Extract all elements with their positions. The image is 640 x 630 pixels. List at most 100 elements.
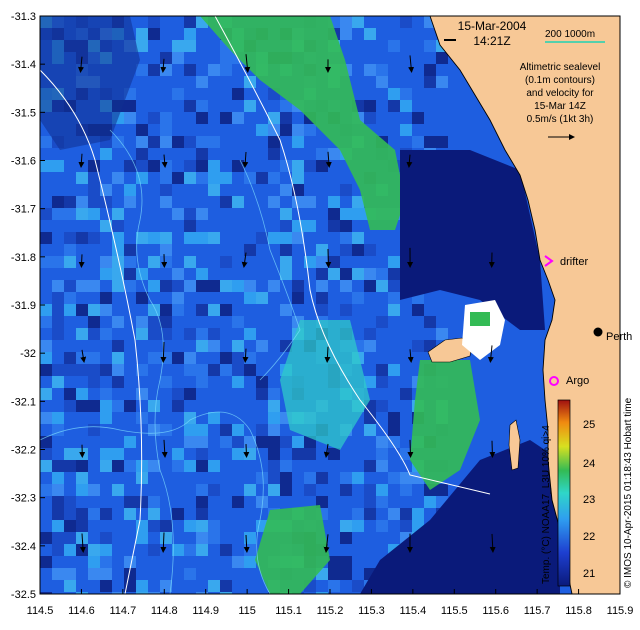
sst-pixel [64,292,76,304]
sst-pixel [328,148,340,160]
sst-pixel [388,364,400,376]
sst-pixel [160,64,172,76]
sst-pixel [316,592,328,594]
sst-pixel [232,100,244,112]
sst-pixel [148,316,160,328]
sst-pixel [124,256,136,268]
sst-pixel [112,472,124,484]
velocity-arrow [406,154,413,168]
sst-pixel [112,196,124,208]
sst-pixel [376,460,388,472]
sst-pixel [292,196,304,208]
cyan-core [280,320,370,450]
sst-pixel [280,268,292,280]
sst-pixel [328,568,340,580]
sst-pixel [40,304,52,316]
sst-pixel [40,160,52,172]
drifter-icon [544,255,554,267]
sst-pixel [232,400,244,412]
sst-pixel [352,268,364,280]
sst-pixel [232,268,244,280]
sst-pixel [292,184,304,196]
sst-pixel [136,328,148,340]
sst-pixel [76,364,88,376]
sst-pixel [76,352,88,364]
sst-pixel [124,244,136,256]
velocity-arrow [243,534,250,553]
sst-pixel [184,16,196,28]
sst-pixel [232,76,244,88]
sst-pixel [388,280,400,292]
velocity-arrow [241,252,248,268]
city-label: Perth [606,331,632,343]
sst-pixel [88,400,100,412]
sst-pixel [280,472,292,484]
sst-pixel [364,460,376,472]
sst-pixel [184,232,196,244]
sst-pixel [184,136,196,148]
sst-pixel [172,304,184,316]
sst-pixel [160,232,172,244]
sst-pixel [220,148,232,160]
velocity-arrow [487,345,494,363]
x-tick-label: 114.7 [109,605,136,617]
sst-pixel [52,280,64,292]
sst-pixel [112,496,124,508]
sst-pixel [280,184,292,196]
sst-pixel [64,508,76,520]
sst-pixel [400,100,412,112]
sst-pixel [244,292,256,304]
sst-pixel [148,268,160,280]
nearshore-cool-north [400,150,545,330]
sst-pixel [184,520,196,532]
sst-pixel [412,136,424,148]
sst-pixel [208,412,220,424]
sst-pixel [160,160,172,172]
sst-pixel [40,364,52,376]
sst-pixel [196,304,208,316]
sst-pixel [148,64,160,76]
sst-pixel [328,448,340,460]
sst-pixel [208,136,220,148]
sst-pixel [376,496,388,508]
sst-pixel [88,508,100,520]
colorbar-tick-24: 24 [583,458,595,470]
sst-pixel [136,136,148,148]
sst-pixel [232,448,244,460]
sst-pixel [184,172,196,184]
sst-pixel [88,172,100,184]
velocity-arrow [160,341,167,363]
sst-pixel [52,508,64,520]
sst-pixel [220,112,232,124]
sst-pixel [208,532,220,544]
sst-pixel [268,436,280,448]
sst-pixel [376,280,388,292]
sst-pixel [292,436,304,448]
sst-pixel [40,352,52,364]
sst-pixel [76,196,88,208]
sst-pixel [148,304,160,316]
sst-pixel [40,340,52,352]
velocity-arrow [79,533,86,553]
sst-pixel [52,376,64,388]
sst-pixel [160,184,172,196]
sst-pixel [64,400,76,412]
sst-pixel [64,568,76,580]
sst-pixel [64,280,76,292]
sst-pixel [184,544,196,556]
sst-pixel [268,280,280,292]
sst-pixel [232,364,244,376]
sst-pixel [124,160,136,172]
sst-pixel [136,28,148,40]
sst-pixel [88,232,100,244]
sst-pixel [52,496,64,508]
sst-pixel [88,544,100,556]
sst-pixel [268,448,280,460]
sst-pixel [172,208,184,220]
sst-pixel [184,160,196,172]
sst-pixel [388,304,400,316]
sst-pixel [100,256,112,268]
sst-pixel [160,52,172,64]
sst-pixel [244,484,256,496]
sst-pixel [112,256,124,268]
